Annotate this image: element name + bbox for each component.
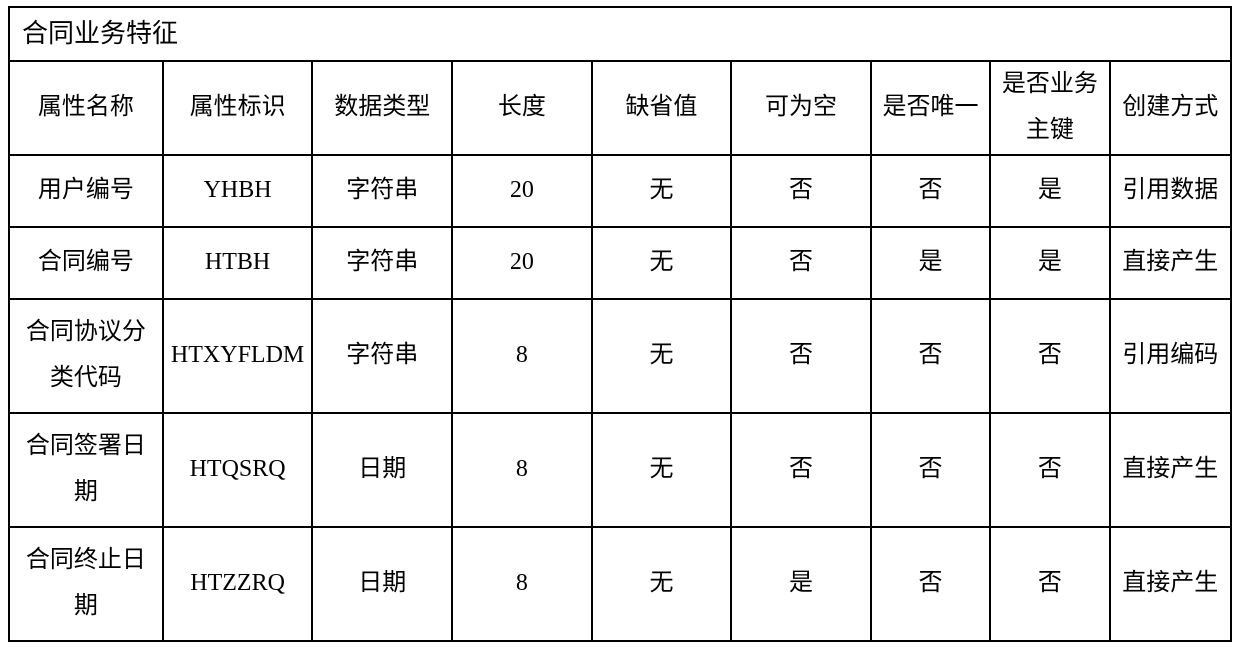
table-header-row: 属性名称 属性标识 数据类型 长度 缺省值 可为空 是否唯一 是否业务主键 创建…: [9, 61, 1231, 154]
cell: 无: [592, 527, 732, 641]
cell: 引用编码: [1110, 299, 1231, 413]
col-header: 属性名称: [9, 61, 163, 154]
table-title-row: 合同业务特征: [9, 7, 1231, 61]
cell: 否: [990, 413, 1109, 527]
table-container: 合同业务特征 属性名称 属性标识 数据类型 长度 缺省值 可为空 是否唯一 是否…: [0, 0, 1240, 650]
cell: 字符串: [312, 227, 452, 299]
cell: HTBH: [163, 227, 313, 299]
table-row: 用户编号 YHBH 字符串 20 无 否 否 是 引用数据: [9, 155, 1231, 227]
col-header: 是否业务主键: [990, 61, 1109, 154]
table-row: 合同签署日期 HTQSRQ 日期 8 无 否 否 否 直接产生: [9, 413, 1231, 527]
cell: 否: [990, 527, 1109, 641]
cell: 直接产生: [1110, 413, 1231, 527]
cell: 否: [871, 299, 990, 413]
cell: 无: [592, 227, 732, 299]
cell: 合同终止日期: [9, 527, 163, 641]
cell: 引用数据: [1110, 155, 1231, 227]
cell: 直接产生: [1110, 527, 1231, 641]
cell: 无: [592, 299, 732, 413]
cell: 是: [871, 227, 990, 299]
cell: 合同编号: [9, 227, 163, 299]
cell: 否: [731, 299, 871, 413]
col-header: 数据类型: [312, 61, 452, 154]
cell: 无: [592, 413, 732, 527]
cell: 否: [731, 227, 871, 299]
contract-attributes-table: 合同业务特征 属性名称 属性标识 数据类型 长度 缺省值 可为空 是否唯一 是否…: [8, 6, 1232, 642]
col-header: 是否唯一: [871, 61, 990, 154]
cell: 否: [871, 413, 990, 527]
cell: 否: [871, 527, 990, 641]
table-row: 合同编号 HTBH 字符串 20 无 否 是 是 直接产生: [9, 227, 1231, 299]
cell: 8: [452, 413, 592, 527]
col-header: 长度: [452, 61, 592, 154]
cell: 是: [990, 227, 1109, 299]
cell: 字符串: [312, 299, 452, 413]
cell: 20: [452, 227, 592, 299]
cell: HTZZRQ: [163, 527, 313, 641]
cell: HTQSRQ: [163, 413, 313, 527]
cell: 字符串: [312, 155, 452, 227]
cell: 合同协议分类代码: [9, 299, 163, 413]
cell: 20: [452, 155, 592, 227]
cell: 否: [990, 299, 1109, 413]
cell: 日期: [312, 527, 452, 641]
cell: 否: [731, 413, 871, 527]
cell: 日期: [312, 413, 452, 527]
cell: 否: [731, 155, 871, 227]
cell: YHBH: [163, 155, 313, 227]
cell: 否: [871, 155, 990, 227]
table-row: 合同终止日期 HTZZRQ 日期 8 无 是 否 否 直接产生: [9, 527, 1231, 641]
cell: 是: [990, 155, 1109, 227]
table-title: 合同业务特征: [9, 7, 1231, 61]
cell: 8: [452, 527, 592, 641]
col-header: 可为空: [731, 61, 871, 154]
cell: 是: [731, 527, 871, 641]
cell: 合同签署日期: [9, 413, 163, 527]
cell: 用户编号: [9, 155, 163, 227]
col-header: 缺省值: [592, 61, 732, 154]
table-row: 合同协议分类代码 HTXYFLDM 字符串 8 无 否 否 否 引用编码: [9, 299, 1231, 413]
col-header: 创建方式: [1110, 61, 1231, 154]
cell: 无: [592, 155, 732, 227]
col-header: 属性标识: [163, 61, 313, 154]
cell: 8: [452, 299, 592, 413]
cell: HTXYFLDM: [163, 299, 313, 413]
cell: 直接产生: [1110, 227, 1231, 299]
